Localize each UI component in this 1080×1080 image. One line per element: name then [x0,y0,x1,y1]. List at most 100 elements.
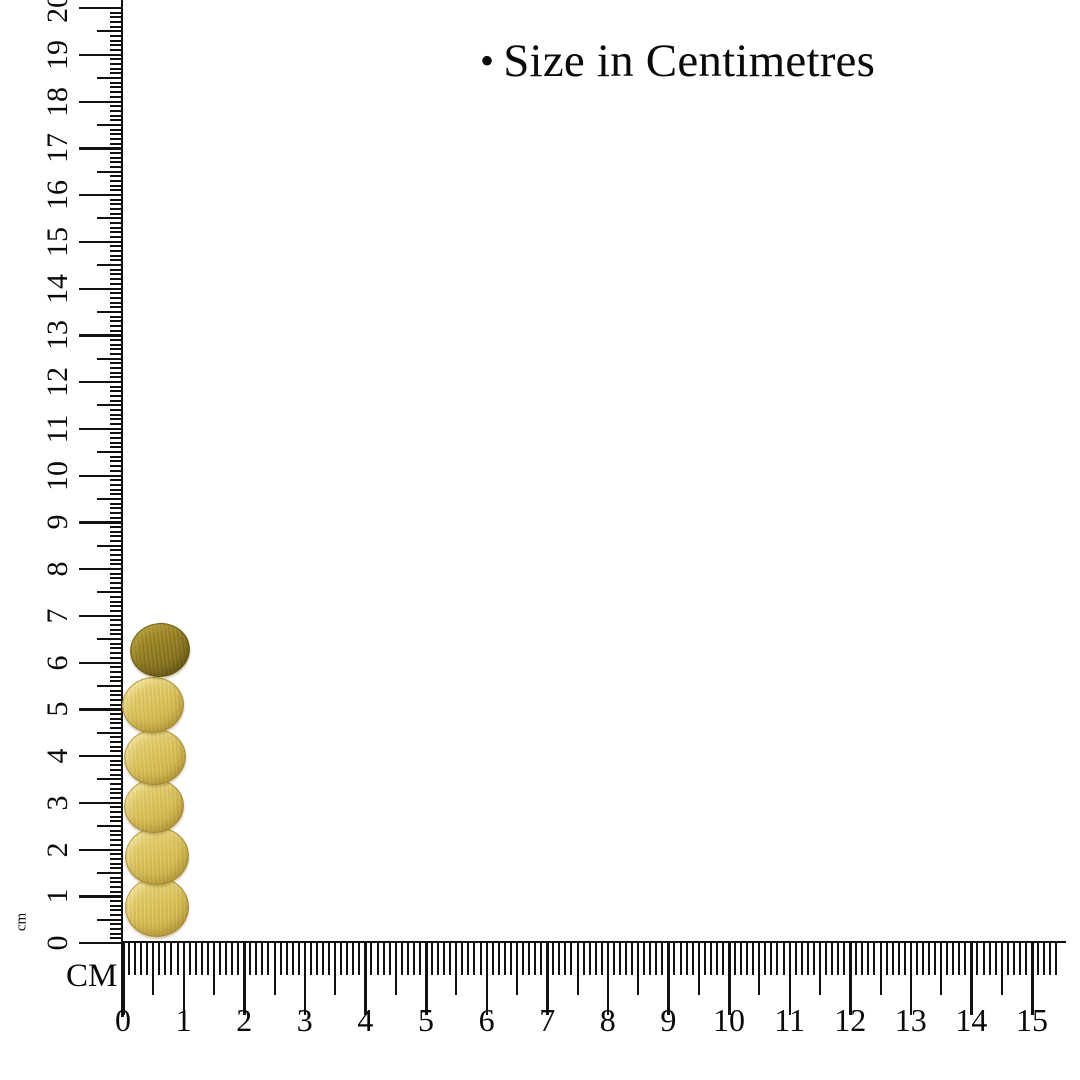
vertical-tick-mm [110,736,123,739]
vertical-tick-mm [110,582,123,585]
horizontal-tick-mm [776,943,779,975]
vertical-tick-mm [110,619,123,622]
horizontal-tick-mm [794,943,797,975]
vertical-tick-mm [110,792,123,795]
disc-rim [122,776,186,835]
horizontal-tick-mm [921,943,924,975]
vertical-tick-mm [110,759,123,762]
vertical-tick-mm [110,16,123,19]
horizontal-tick-mm [631,943,634,975]
horizontal-tick-cm [303,943,307,1015]
vertical-tick-mm [110,137,123,140]
horizontal-tick-mm [503,943,506,975]
vertical-tick-mm [110,885,123,888]
vertical-tick-mm [110,740,123,743]
vertical-tick-mm [110,315,123,318]
vertical-tick-mm [110,418,123,421]
vertical-tick-mm [110,712,123,715]
horizontal-tick-mm [321,943,324,975]
vertical-tick-mm [110,390,123,393]
vertical-tick-cm [79,240,123,244]
vertical-tick-cm [79,848,123,851]
horizontal-tick-mm [867,943,870,975]
horizontal-tick-mm [709,943,712,975]
horizontal-tick-mm [164,943,167,975]
horizontal-ruler-label: 14 [955,1002,988,1038]
vertical-tick-mm [110,479,123,482]
horizontal-tick-mm [176,943,179,975]
horizontal-tick-mm [146,943,149,975]
horizontal-tick-mm [340,943,343,975]
disc-2 [119,673,187,737]
vertical-tick-mm [110,437,123,440]
horizontal-tick-mm [691,943,694,975]
vertical-tick-mm [110,348,123,351]
horizontal-ruler-label: 13 [894,1002,927,1038]
vertical-tick-mm [110,680,123,683]
horizontal-tick-mm [588,943,591,975]
horizontal-tick-half [758,943,761,995]
vertical-tick-mm [110,231,123,234]
vertical-tick-mm [110,666,123,669]
horizontal-tick-mm [158,943,161,975]
horizontal-tick-mm [752,943,755,975]
horizontal-tick-half [212,943,215,995]
vertical-ruler-label: 6 [41,655,74,670]
horizontal-tick-mm [346,943,349,975]
vertical-tick-mm [110,296,123,299]
horizontal-ruler-label: 5 [418,1002,434,1038]
vertical-tick-mm [110,465,123,468]
vertical-tick-mm [110,577,123,580]
vertical-tick-mm [110,596,123,599]
vertical-tick-mm [110,133,123,136]
horizontal-tick-mm [679,943,682,975]
vertical-tick-mm [110,49,123,52]
horizontal-tick-cm [728,943,731,1015]
horizontal-tick-cm [364,943,367,1015]
vertical-tick-half [97,30,123,33]
horizontal-tick-cm [788,943,792,1015]
vertical-tick-mm [110,932,123,935]
vertical-tick-mm [110,413,123,416]
vertical-tick-mm [110,586,123,589]
vertical-tick-half [97,497,123,500]
horizontal-tick-mm [843,943,846,975]
vertical-ruler-spine [121,0,124,945]
horizontal-tick-mm [994,943,997,975]
horizontal-tick-mm [382,943,385,975]
vertical-tick-mm [110,927,123,930]
vertical-tick-cm [79,661,123,664]
vertical-tick-mm [110,745,123,748]
vertical-tick-mm [110,362,123,365]
horizontal-tick-half [818,943,821,995]
horizontal-tick-mm [946,943,949,975]
vertical-tick-mm [110,301,123,304]
vertical-tick-mm [110,834,123,837]
vertical-ruler-label: 2 [41,842,74,857]
horizontal-tick-mm [988,943,991,975]
horizontal-tick-mm [370,943,373,975]
vertical-tick-mm [110,441,123,444]
horizontal-tick-mm [188,943,191,975]
horizontal-tick-mm [643,943,646,975]
horizontal-tick-cm [909,943,913,1015]
horizontal-tick-half [394,943,397,995]
horizontal-tick-mm [1043,943,1046,975]
vertical-tick-mm [110,250,123,253]
horizontal-tick-mm [1024,943,1027,975]
vertical-tick-half [97,778,123,781]
horizontal-tick-mm [934,943,937,975]
vertical-tick-mm [110,726,123,729]
vertical-tick-mm [110,764,123,767]
horizontal-ruler-label: 10 [713,1002,745,1038]
horizontal-ruler-label: 12 [834,1002,867,1038]
vertical-tick-half [97,825,123,828]
horizontal-tick-mm [837,943,840,975]
disc-rim [123,825,191,887]
vertical-tick-cm [79,801,123,805]
horizontal-tick-mm [685,943,688,975]
vertical-tick-cm [79,708,123,711]
horizontal-tick-mm [134,943,137,975]
vertical-tick-half [97,591,123,594]
